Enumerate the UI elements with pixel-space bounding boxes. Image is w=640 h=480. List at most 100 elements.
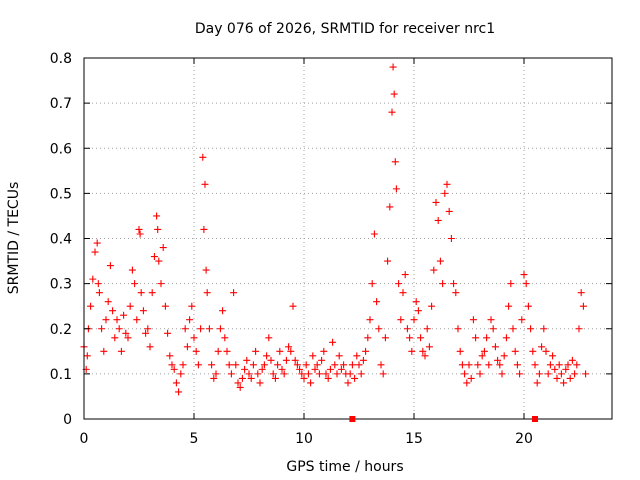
data-point — [410, 316, 418, 324]
axis-marker — [532, 416, 538, 422]
data-point — [351, 374, 359, 382]
data-point — [87, 302, 95, 310]
data-point — [179, 361, 187, 369]
data-point — [302, 361, 310, 369]
data-point — [227, 370, 235, 378]
data-point — [406, 334, 414, 342]
data-point — [403, 325, 411, 333]
data-point — [124, 334, 132, 342]
data-point — [148, 289, 156, 297]
data-point — [188, 302, 196, 310]
data-point — [395, 280, 403, 288]
y-tick-label: 0.8 — [50, 51, 72, 67]
data-point — [203, 289, 211, 297]
axis-ticks: 0 0.1 0.2 0.3 0.4 0.5 0.6 0.7 0.8 0 5 10 15 20 — [50, 51, 612, 447]
data-point — [509, 325, 517, 333]
data-point — [399, 289, 407, 297]
data-point — [304, 370, 312, 378]
data-point — [102, 316, 110, 324]
data-point — [425, 343, 433, 351]
data-point — [476, 370, 484, 378]
data-point — [414, 307, 422, 315]
data-point — [522, 280, 530, 288]
data-point — [236, 383, 244, 391]
data-point — [467, 374, 475, 382]
data-point — [489, 325, 497, 333]
y-tick-label: 0.6 — [50, 141, 72, 157]
data-point — [533, 379, 541, 387]
data-point — [183, 343, 191, 351]
data-point — [452, 289, 460, 297]
data-point — [494, 356, 502, 364]
data-point — [511, 347, 519, 355]
y-tick-label: 0.3 — [50, 277, 72, 293]
data-point — [474, 361, 482, 369]
data-point — [200, 225, 208, 233]
data-point — [549, 352, 557, 360]
data-point — [450, 280, 458, 288]
data-point — [344, 379, 352, 387]
data-point — [320, 347, 328, 355]
data-point — [216, 325, 224, 333]
data-point — [210, 374, 218, 382]
data-point — [223, 347, 231, 355]
x-tick-label: 15 — [405, 431, 423, 447]
data-point — [491, 343, 499, 351]
data-point — [280, 370, 288, 378]
data-point — [93, 239, 101, 247]
data-point — [391, 158, 399, 166]
data-point — [128, 266, 136, 274]
data-point — [313, 361, 321, 369]
data-point — [540, 325, 548, 333]
data-point — [386, 203, 394, 211]
data-point — [557, 370, 565, 378]
chart-title: Day 076 of 2026, SRMTID for receiver nrc… — [195, 21, 495, 37]
data-point — [498, 370, 506, 378]
x-tick-label: 10 — [295, 431, 313, 447]
data-point — [551, 365, 559, 373]
data-point — [89, 275, 97, 283]
data-point — [115, 325, 123, 333]
data-point — [562, 365, 570, 373]
data-point — [463, 379, 471, 387]
x-tick-label: 0 — [80, 431, 89, 447]
data-point — [527, 325, 535, 333]
data-point — [157, 280, 165, 288]
data-point — [296, 365, 304, 373]
data-point — [340, 361, 348, 369]
data-point — [408, 347, 416, 355]
data-point — [192, 347, 200, 355]
data-point — [136, 230, 144, 238]
data-point — [419, 347, 427, 355]
data-point — [287, 347, 295, 355]
data-point — [126, 302, 134, 310]
data-point — [122, 329, 130, 337]
data-point — [260, 361, 268, 369]
data-point — [417, 334, 425, 342]
grid-lines — [84, 58, 612, 419]
data-point — [95, 289, 103, 297]
data-point — [214, 347, 222, 355]
data-point — [353, 352, 361, 360]
data-point — [254, 370, 262, 378]
data-point — [520, 271, 528, 279]
data-point — [100, 347, 108, 355]
data-point — [432, 198, 440, 206]
data-point — [555, 361, 563, 369]
data-point — [166, 352, 174, 360]
data-point — [144, 325, 152, 333]
data-point — [91, 248, 99, 256]
data-point — [524, 302, 532, 310]
data-point — [249, 361, 257, 369]
data-point — [423, 325, 431, 333]
data-point — [181, 325, 189, 333]
data-point — [485, 361, 493, 369]
data-point — [553, 374, 561, 382]
data-point — [245, 370, 253, 378]
data-point — [505, 302, 513, 310]
data-point — [575, 325, 583, 333]
data-point — [445, 207, 453, 215]
data-point — [276, 347, 284, 355]
data-point — [542, 347, 550, 355]
